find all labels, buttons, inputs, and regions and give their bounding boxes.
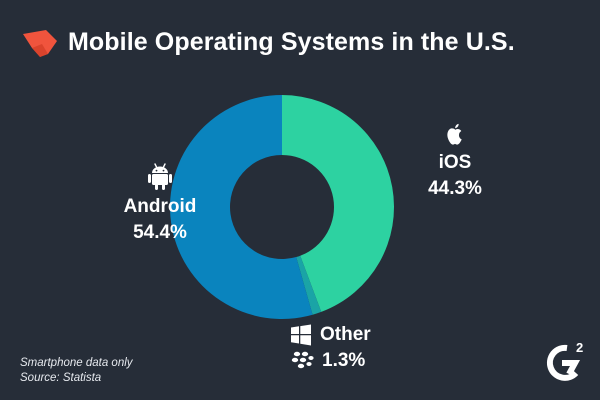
- slice-other: [296, 255, 322, 315]
- slice-android: [170, 95, 313, 319]
- footnote-line-2: Source: Statista: [20, 372, 102, 384]
- red-polygon-logo-icon: [23, 30, 57, 57]
- g2-superscript: 2: [576, 340, 583, 355]
- apple-icon: [447, 123, 462, 145]
- windows-icon: [291, 324, 311, 346]
- label-android-value: 54.4%: [133, 222, 187, 243]
- label-android-name: Android: [123, 196, 197, 217]
- header: Mobile Operating Systems in the U.S.: [22, 22, 515, 62]
- label-other-value: 1.3%: [322, 350, 366, 371]
- label-ios-name: iOS: [438, 152, 472, 173]
- page-title: Mobile Operating Systems in the U.S.: [68, 27, 515, 56]
- android-icon: [148, 163, 172, 190]
- blackberry-icon: [291, 351, 314, 369]
- label-ios-value: 44.3%: [428, 178, 482, 199]
- label-other-name: Other: [320, 324, 371, 345]
- footnote: Smartphone data only Source: Statista: [20, 356, 133, 386]
- label-ios: iOS 44.3%: [418, 122, 492, 202]
- g2-logo-icon: 2: [546, 340, 583, 381]
- label-android: Android 54.4%: [112, 162, 208, 246]
- footnote-line-1: Smartphone data only: [20, 357, 133, 369]
- slice-ios: [282, 95, 395, 312]
- label-other: Other 1.3%: [290, 322, 400, 374]
